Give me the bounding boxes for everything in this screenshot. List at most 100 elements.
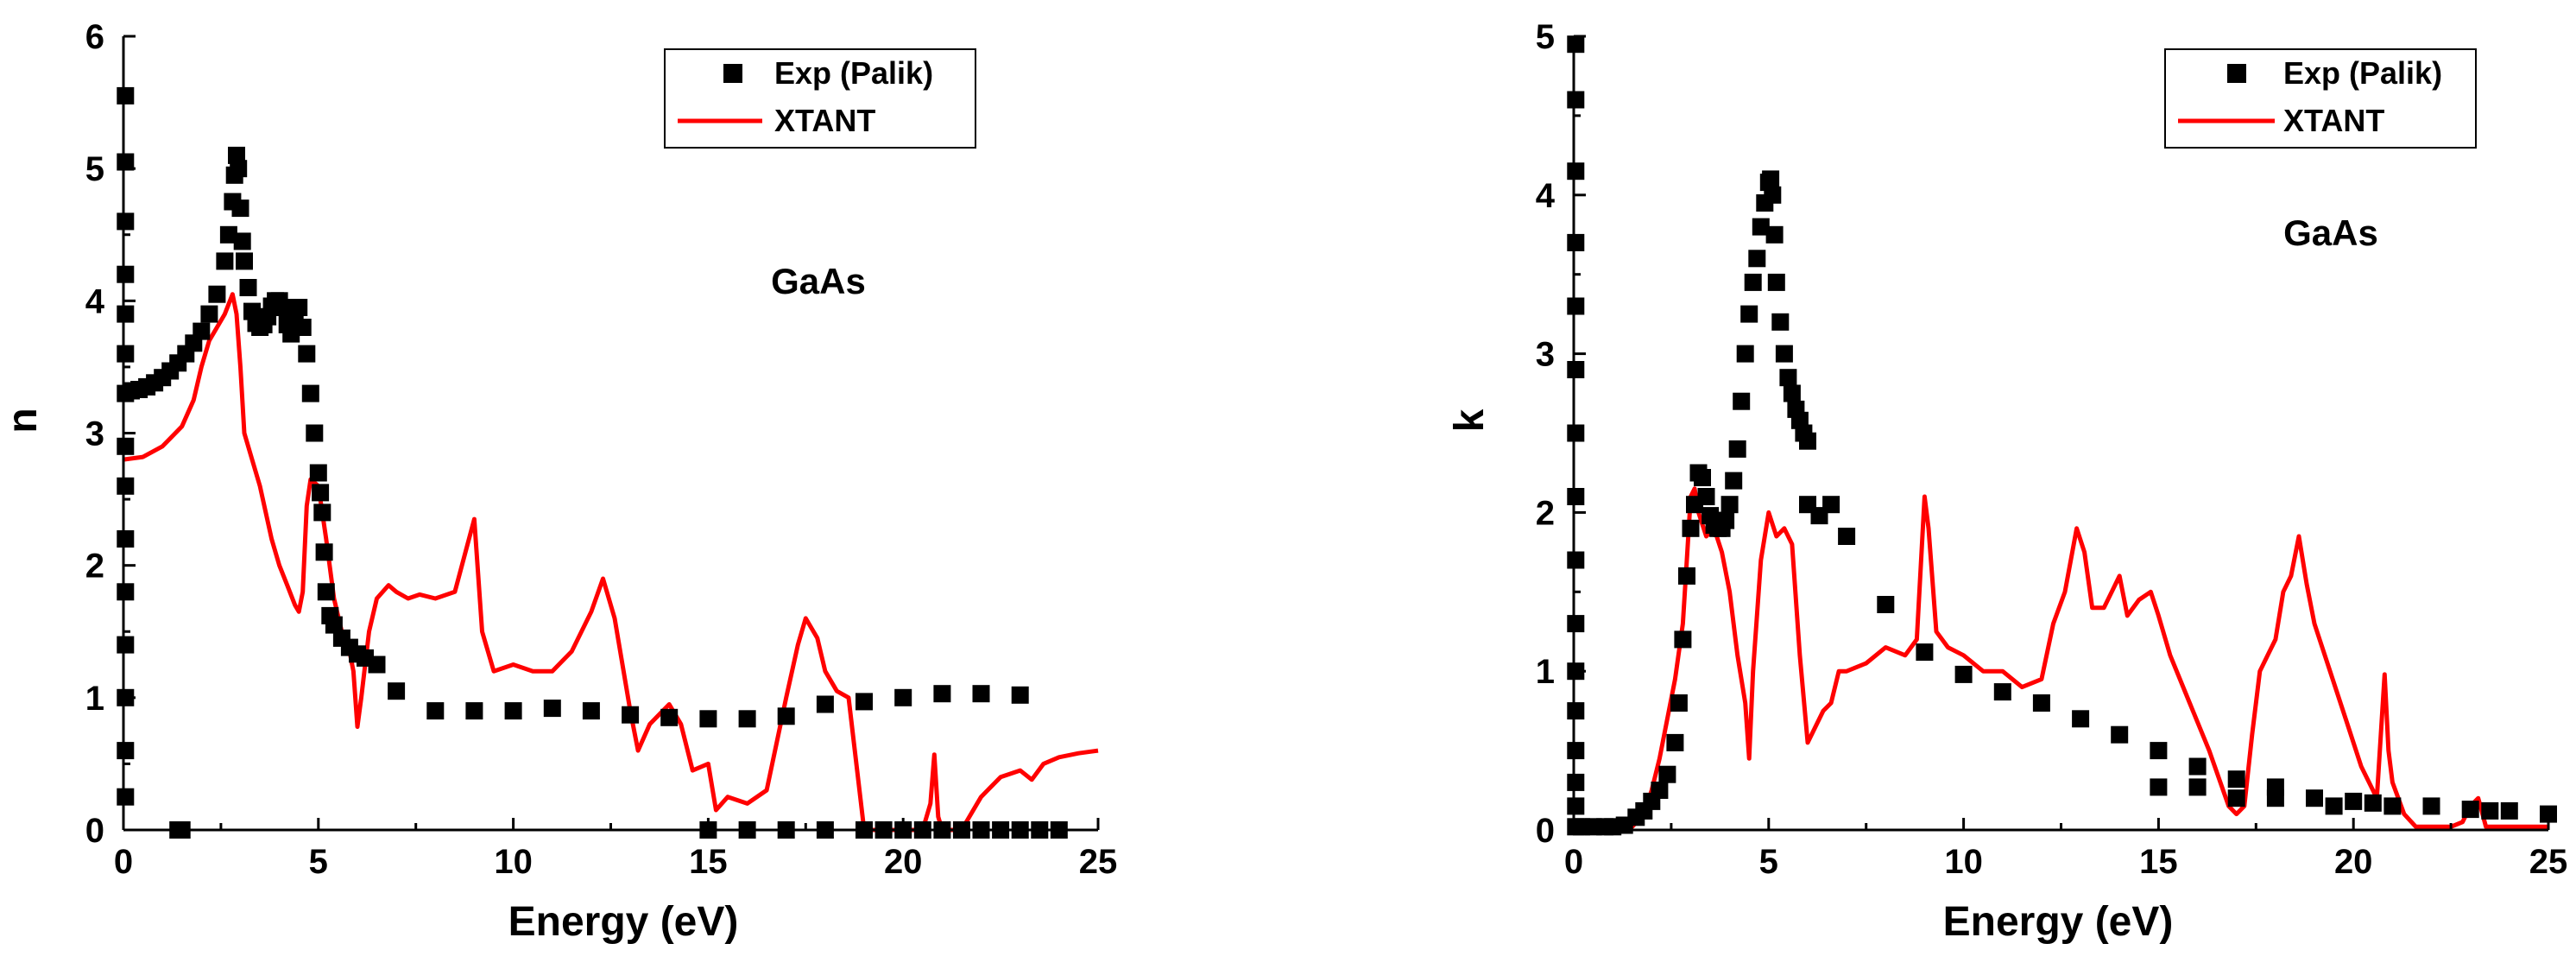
series-layer (117, 86, 1099, 839)
exp-data-point (2227, 770, 2245, 788)
exp-data-point (1567, 797, 1585, 815)
refractive-index-chart: 0 5 10 15 20 25 0 1 2 3 4 5 6 Energy (eV) n GaAs Exp… (0, 18, 1117, 945)
exp-data-point (208, 285, 226, 303)
exp-data-point (543, 700, 561, 718)
exp-data-point (193, 322, 211, 340)
exp-data-point (117, 153, 135, 171)
exp-data-point (1762, 170, 1780, 188)
exp-data-point (465, 702, 483, 720)
x-axis-label: Energy (eV) (508, 899, 739, 945)
exp-data-point (856, 693, 873, 711)
material-annotation: GaAs (2283, 212, 2378, 253)
exp-data-point (368, 656, 386, 674)
exp-data-point (622, 706, 640, 724)
exp-data-point (1993, 683, 2011, 701)
exp-data-point (2072, 710, 2090, 728)
exp-data-point (1717, 511, 1735, 529)
exp-data-point (1877, 596, 1895, 613)
y-tick-label: 5 (1536, 18, 1555, 56)
exp-data-point (2188, 778, 2207, 796)
exp-data-point (504, 702, 522, 720)
legend-box (2164, 48, 2477, 149)
material-annotation: GaAs (771, 261, 866, 301)
x-tick-label: 5 (309, 843, 328, 881)
y-tick-label: 2 (85, 548, 104, 586)
exp-data-point (1694, 469, 1711, 486)
exp-data-point (239, 279, 257, 296)
exp-data-point (1682, 519, 1700, 537)
y-tick-label: 0 (1536, 812, 1555, 850)
exp-data-point (1567, 233, 1585, 251)
exp-data-point (2111, 725, 2129, 744)
extinction-coefficient-chart: 0 5 10 15 20 25 0 1 2 3 4 5 Energy (eV) k GaAs Exp … (1447, 18, 2567, 945)
exp-data-point (2306, 789, 2323, 808)
y-tick-label: 2 (1536, 494, 1555, 532)
exp-data-point (1765, 225, 1784, 244)
exp-data-point (1567, 615, 1585, 633)
x-tick-label: 15 (2139, 843, 2178, 881)
exp-data-point (1728, 440, 1746, 458)
exp-data-point (1799, 432, 1816, 450)
exp-data-point (2188, 757, 2207, 776)
exp-data-point (426, 702, 445, 720)
exp-data-point (1779, 369, 1797, 387)
exp-data-point (117, 305, 135, 323)
exp-data-point (117, 583, 135, 601)
exp-data-point (117, 530, 135, 548)
exp-data-point (1954, 665, 1973, 683)
exp-data-point (2345, 792, 2363, 810)
exp-data-point (699, 710, 717, 728)
exp-data-point (1666, 733, 1684, 751)
exp-data-point (117, 86, 135, 104)
exp-data-point (777, 707, 795, 725)
exp-data-point (1567, 162, 1585, 180)
exp-data-point (1720, 496, 1739, 514)
axes: 0 5 10 15 20 25 0 1 2 3 4 5 (1536, 18, 2568, 881)
exp-data-point (2032, 694, 2050, 712)
exp-data-point (2227, 789, 2245, 808)
y-tick-label: 3 (1536, 336, 1555, 374)
xtant-series-line (123, 292, 1099, 833)
exp-data-point (1567, 773, 1585, 791)
x-tick-label: 20 (884, 843, 923, 881)
y-tick-label: 4 (1536, 177, 1556, 215)
exp-data-point (2540, 805, 2557, 823)
x-tick-label: 20 (2334, 843, 2373, 881)
y-tick-label: 0 (85, 812, 104, 850)
exp-data-point (933, 685, 951, 703)
exp-data-point (1567, 91, 1585, 109)
legend-box (664, 48, 976, 149)
exp-data-point (1744, 273, 1762, 291)
exp-data-point (117, 477, 135, 495)
y-tick-label: 5 (85, 150, 104, 188)
y-axis-label: k (1447, 408, 1493, 432)
exp-data-point (231, 200, 249, 218)
exp-data-point (117, 742, 135, 760)
exp-data-point (2383, 797, 2402, 815)
legend: Exp (Palik) XTANT (2164, 48, 2477, 149)
exp-data-point (1783, 384, 1801, 402)
exp-data-point (117, 345, 135, 363)
exp-data-point (312, 484, 330, 502)
axes: 0 5 10 15 20 25 0 1 2 3 4 5 6 (85, 18, 1118, 881)
exp-data-point (2422, 797, 2440, 815)
xtant-series-line (1574, 486, 2548, 829)
exp-data-point (2500, 801, 2518, 820)
legend-exp-marker (2227, 64, 2246, 83)
exp-data-point (317, 583, 335, 601)
exp-data-point (219, 225, 237, 244)
exp-data-point (1733, 392, 1751, 410)
exp-data-point (117, 212, 135, 231)
exp-data-point (290, 299, 308, 316)
x-tick-label: 10 (494, 843, 533, 881)
exp-data-point (216, 252, 234, 270)
exp-data-point (117, 265, 135, 283)
exp-data-point (1567, 551, 1585, 569)
exp-data-point (816, 695, 834, 713)
exp-data-point (294, 319, 312, 336)
exp-data-point (313, 504, 331, 522)
exp-data-point (233, 232, 251, 250)
exp-data-point (1822, 496, 1840, 514)
exp-data-point (1011, 686, 1029, 704)
